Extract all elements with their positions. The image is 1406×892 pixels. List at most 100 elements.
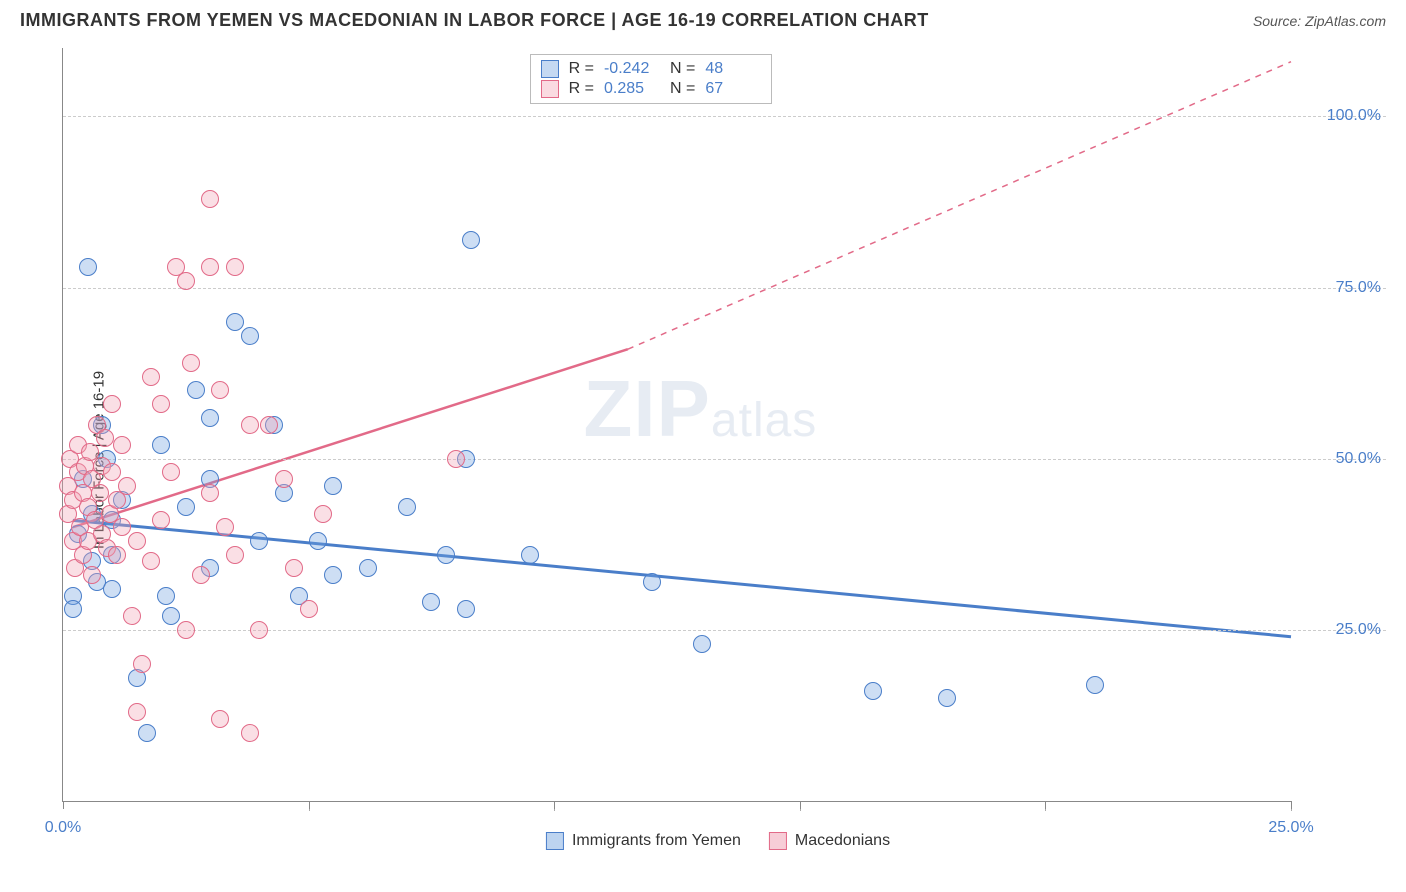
gridline-h	[63, 116, 1386, 117]
gridline-h	[63, 459, 1386, 460]
scatter-point	[1086, 676, 1104, 694]
stats-row: R = 0.285N = 67	[541, 79, 762, 99]
stats-legend: R = -0.242 N = 48R = 0.285N = 67	[530, 54, 773, 104]
y-tick-label: 50.0%	[1336, 450, 1381, 468]
scatter-point	[192, 566, 210, 584]
x-tick-mark	[1045, 801, 1046, 809]
scatter-point	[96, 429, 114, 447]
scatter-point	[285, 559, 303, 577]
scatter-point	[142, 368, 160, 386]
stats-row: R = -0.242N = 48	[541, 59, 762, 79]
legend-item: Macedonians	[769, 832, 890, 850]
scatter-point	[182, 354, 200, 372]
scatter-point	[324, 477, 342, 495]
scatter-point	[128, 703, 146, 721]
stat-r-value: -0.242	[604, 60, 660, 78]
scatter-point	[91, 484, 109, 502]
scatter-point	[260, 416, 278, 434]
scatter-point	[152, 511, 170, 529]
scatter-point	[138, 724, 156, 742]
scatter-point	[226, 546, 244, 564]
scatter-point	[643, 573, 661, 591]
scatter-point	[241, 416, 259, 434]
scatter-point	[521, 546, 539, 564]
legend-item: Immigrants from Yemen	[546, 832, 741, 850]
source-attribution: Source: ZipAtlas.com	[1253, 13, 1386, 29]
x-tick-mark	[63, 801, 64, 809]
scatter-point	[226, 258, 244, 276]
y-tick-label: 100.0%	[1327, 107, 1381, 125]
scatter-point	[693, 635, 711, 653]
scatter-point	[64, 600, 82, 618]
scatter-point	[133, 655, 151, 673]
stat-n-label: N =	[670, 60, 695, 78]
scatter-point	[250, 621, 268, 639]
scatter-point	[437, 546, 455, 564]
legend-swatch	[541, 60, 559, 78]
scatter-point	[275, 470, 293, 488]
watermark: ZIPatlas	[583, 363, 817, 455]
legend-swatch	[541, 80, 559, 98]
scatter-point	[157, 587, 175, 605]
stat-n-value: 48	[705, 60, 761, 78]
stat-r-label: R =	[569, 80, 594, 98]
scatter-point	[201, 190, 219, 208]
header: IMMIGRANTS FROM YEMEN VS MACEDONIAN IN L…	[0, 0, 1406, 37]
chart-title: IMMIGRANTS FROM YEMEN VS MACEDONIAN IN L…	[20, 10, 929, 31]
scatter-point	[177, 621, 195, 639]
scatter-point	[201, 409, 219, 427]
x-tick-mark	[800, 801, 801, 809]
y-tick-label: 75.0%	[1336, 279, 1381, 297]
scatter-point	[226, 313, 244, 331]
scatter-point	[187, 381, 205, 399]
scatter-point	[462, 231, 480, 249]
scatter-point	[314, 505, 332, 523]
scatter-point	[152, 395, 170, 413]
scatter-point	[250, 532, 268, 550]
scatter-point	[162, 607, 180, 625]
x-tick-label: 25.0%	[1268, 819, 1313, 837]
legend-label: Immigrants from Yemen	[572, 832, 741, 850]
watermark-zip: ZIP	[583, 363, 710, 455]
scatter-point	[447, 450, 465, 468]
y-tick-label: 25.0%	[1336, 621, 1381, 639]
scatter-point	[103, 395, 121, 413]
trendline	[628, 62, 1291, 350]
scatter-point	[177, 272, 195, 290]
scatter-point	[177, 498, 195, 516]
scatter-point	[123, 607, 141, 625]
gridline-h	[63, 288, 1386, 289]
scatter-point	[422, 593, 440, 611]
x-tick-mark	[1291, 801, 1292, 809]
scatter-point	[108, 546, 126, 564]
stat-n-value: 67	[705, 80, 761, 98]
scatter-point	[113, 436, 131, 454]
legend-swatch	[769, 832, 787, 850]
stat-r-value: 0.285	[604, 80, 660, 98]
x-tick-mark	[554, 801, 555, 809]
scatter-point	[864, 682, 882, 700]
legend-label: Macedonians	[795, 832, 890, 850]
chart-container: In Labor Force | Age 16-19 ZIPatlas R = …	[50, 48, 1386, 872]
scatter-point	[79, 258, 97, 276]
scatter-point	[300, 600, 318, 618]
scatter-point	[128, 532, 146, 550]
scatter-point	[241, 327, 259, 345]
legend-swatch	[546, 832, 564, 850]
scatter-point	[142, 552, 160, 570]
scatter-point	[201, 484, 219, 502]
scatter-point	[309, 532, 327, 550]
watermark-atlas: atlas	[711, 393, 817, 448]
scatter-point	[457, 600, 475, 618]
scatter-point	[324, 566, 342, 584]
scatter-point	[103, 580, 121, 598]
scatter-point	[83, 566, 101, 584]
scatter-point	[118, 477, 136, 495]
scatter-point	[216, 518, 234, 536]
scatter-point	[398, 498, 416, 516]
x-tick-mark	[309, 801, 310, 809]
scatter-point	[241, 724, 259, 742]
x-tick-label: 0.0%	[45, 819, 81, 837]
scatter-point	[211, 381, 229, 399]
plot-area: ZIPatlas R = -0.242 N = 48R = 0.285N = 67…	[62, 48, 1291, 802]
